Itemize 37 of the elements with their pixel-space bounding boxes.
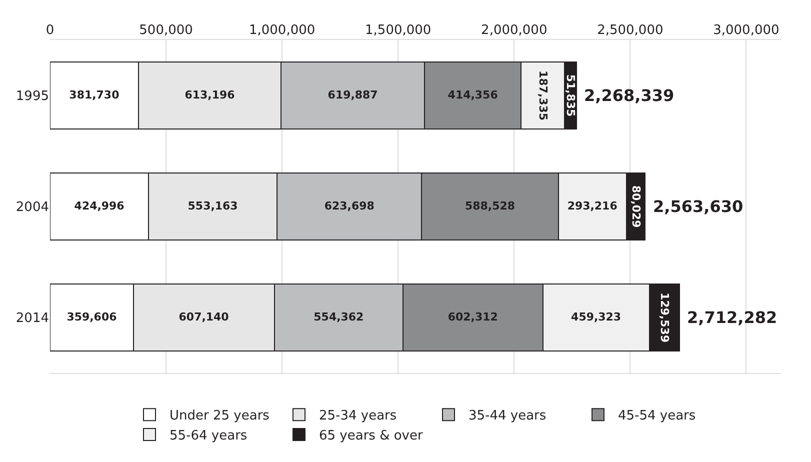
legend-label: 65 years & over	[318, 428, 424, 444]
y-tick-label: 1995	[16, 89, 49, 104]
legend-label: 35-44 years	[468, 408, 546, 424]
data-label: 414,356	[448, 88, 498, 102]
data-label: 80,029	[629, 185, 642, 228]
y-tick-label: 2014	[16, 311, 49, 326]
total-label: 2,268,339	[584, 86, 674, 105]
x-tick-label: 1,000,000	[248, 22, 316, 38]
data-label: 459,323	[571, 310, 622, 324]
total-label: 2,712,282	[687, 308, 778, 327]
data-label: 619,887	[328, 88, 378, 102]
legend-label: 25-34 years	[318, 408, 397, 424]
x-tick-label: 3,000,000	[713, 22, 780, 38]
x-tick-label: 1,500,000	[365, 22, 432, 38]
data-label: 554,362	[314, 310, 364, 324]
x-tick-label: 0	[46, 22, 54, 38]
data-label: 359,606	[66, 310, 118, 324]
data-label: 293,216	[567, 200, 618, 213]
data-label: 588,528	[465, 200, 516, 213]
data-label: 613,196	[184, 88, 236, 102]
legend-label: Under 25 years	[170, 408, 270, 424]
data-label: 607,140	[178, 310, 230, 324]
y-tick-label: 2004	[16, 200, 49, 216]
data-label: 623,698	[324, 200, 374, 213]
data-label: 187,335	[536, 70, 550, 121]
data-label: 424,996	[74, 200, 125, 213]
x-tick-label: 2,500,000	[597, 22, 664, 38]
data-label: 381,730	[69, 88, 120, 102]
data-label: 553,163	[188, 200, 238, 213]
legend-label: 55-64 years	[170, 428, 248, 444]
data-label: 602,312	[448, 310, 498, 324]
total-label: 2,563,630	[653, 197, 744, 216]
data-label: 51,835	[564, 74, 578, 117]
data-label: 129,539	[658, 292, 672, 343]
legend-label: 45-54 years	[618, 408, 696, 424]
x-tick-label: 500,000	[139, 22, 193, 38]
x-tick-label: 2,000,000	[481, 22, 548, 38]
